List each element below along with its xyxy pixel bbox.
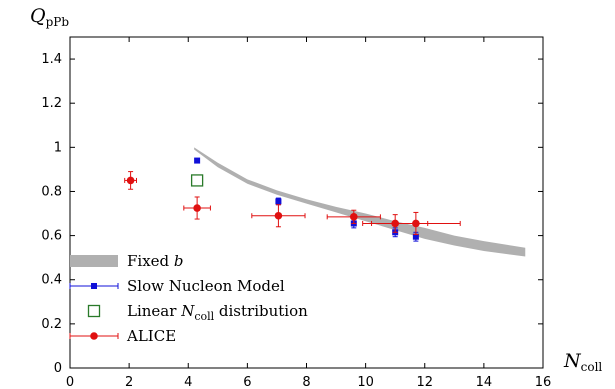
y-axis-title-main: Q: [30, 5, 46, 27]
x-tick-label: 6: [243, 375, 251, 389]
y-axis-title: QpPb: [30, 5, 69, 29]
y-tick-label: 0: [54, 361, 62, 376]
plot-frame: [69, 36, 544, 369]
marks-layer: [124, 147, 526, 257]
alice-point: [274, 211, 283, 220]
linear-ncoll-point: [190, 174, 204, 187]
legend-label-linear-sub: coll: [194, 310, 214, 323]
x-tick-label: 8: [302, 375, 310, 389]
legend-label-linear-tail: distribution: [214, 302, 308, 320]
x-axis-title-main: N: [563, 350, 582, 372]
alice-point: [126, 176, 135, 185]
legend-label-band: Fixed b: [127, 252, 184, 270]
alice-point: [193, 204, 201, 212]
alice-point: [350, 213, 358, 221]
x-tick-label: 2: [125, 375, 133, 389]
legend-swatch-band: [70, 255, 118, 267]
x-tick-label: 10: [357, 375, 374, 389]
y-tick-label: 0.8: [41, 184, 62, 199]
legend-label-alice: ALICE: [126, 327, 176, 345]
x-axis-title-sub: coll: [581, 360, 603, 374]
y-tick-label: 1.2: [41, 96, 62, 111]
legend-label-band-italic: b: [174, 252, 184, 270]
legend-label-linear-italic: N: [180, 302, 195, 320]
y-tick-label: 0.6: [41, 229, 62, 244]
slow-nucleon-point: [275, 198, 282, 205]
legend-marker-slow-nucleon: [91, 283, 97, 289]
x-tick-label: 12: [416, 375, 433, 389]
y-axis-title-sub: pPb: [46, 15, 70, 29]
x-tick-label: 0: [66, 375, 74, 389]
legend-marker-linear-ncoll: [87, 304, 101, 318]
legend-marker-alice: [90, 332, 98, 340]
y-tick-label: 0.4: [41, 273, 62, 288]
fixed-b-band: [194, 147, 526, 257]
legend: Fixed b Slow Nucleon Model Linear Ncoll di…: [69, 252, 308, 345]
x-tick-label: 4: [184, 375, 192, 389]
x-axis-title: Ncoll: [563, 350, 602, 374]
slow-nucleon-point: [194, 157, 201, 164]
legend-label-linear-ncoll: Linear Ncoll distribution: [127, 302, 308, 323]
x-tick-label: 14: [476, 375, 493, 389]
x-tick-label: 16: [535, 375, 552, 389]
y-tick-label: 1.4: [41, 52, 62, 67]
slow-nucleon-point: [412, 233, 419, 240]
y-tick-label: 0.2: [41, 317, 62, 332]
legend-label-band-text: Fixed: [127, 252, 174, 270]
y-tick-label: 1: [54, 140, 62, 155]
alice-point: [412, 219, 420, 228]
legend-label-linear-text: Linear: [127, 302, 181, 320]
legend-label-slow-nucleon: Slow Nucleon Model: [127, 277, 285, 295]
